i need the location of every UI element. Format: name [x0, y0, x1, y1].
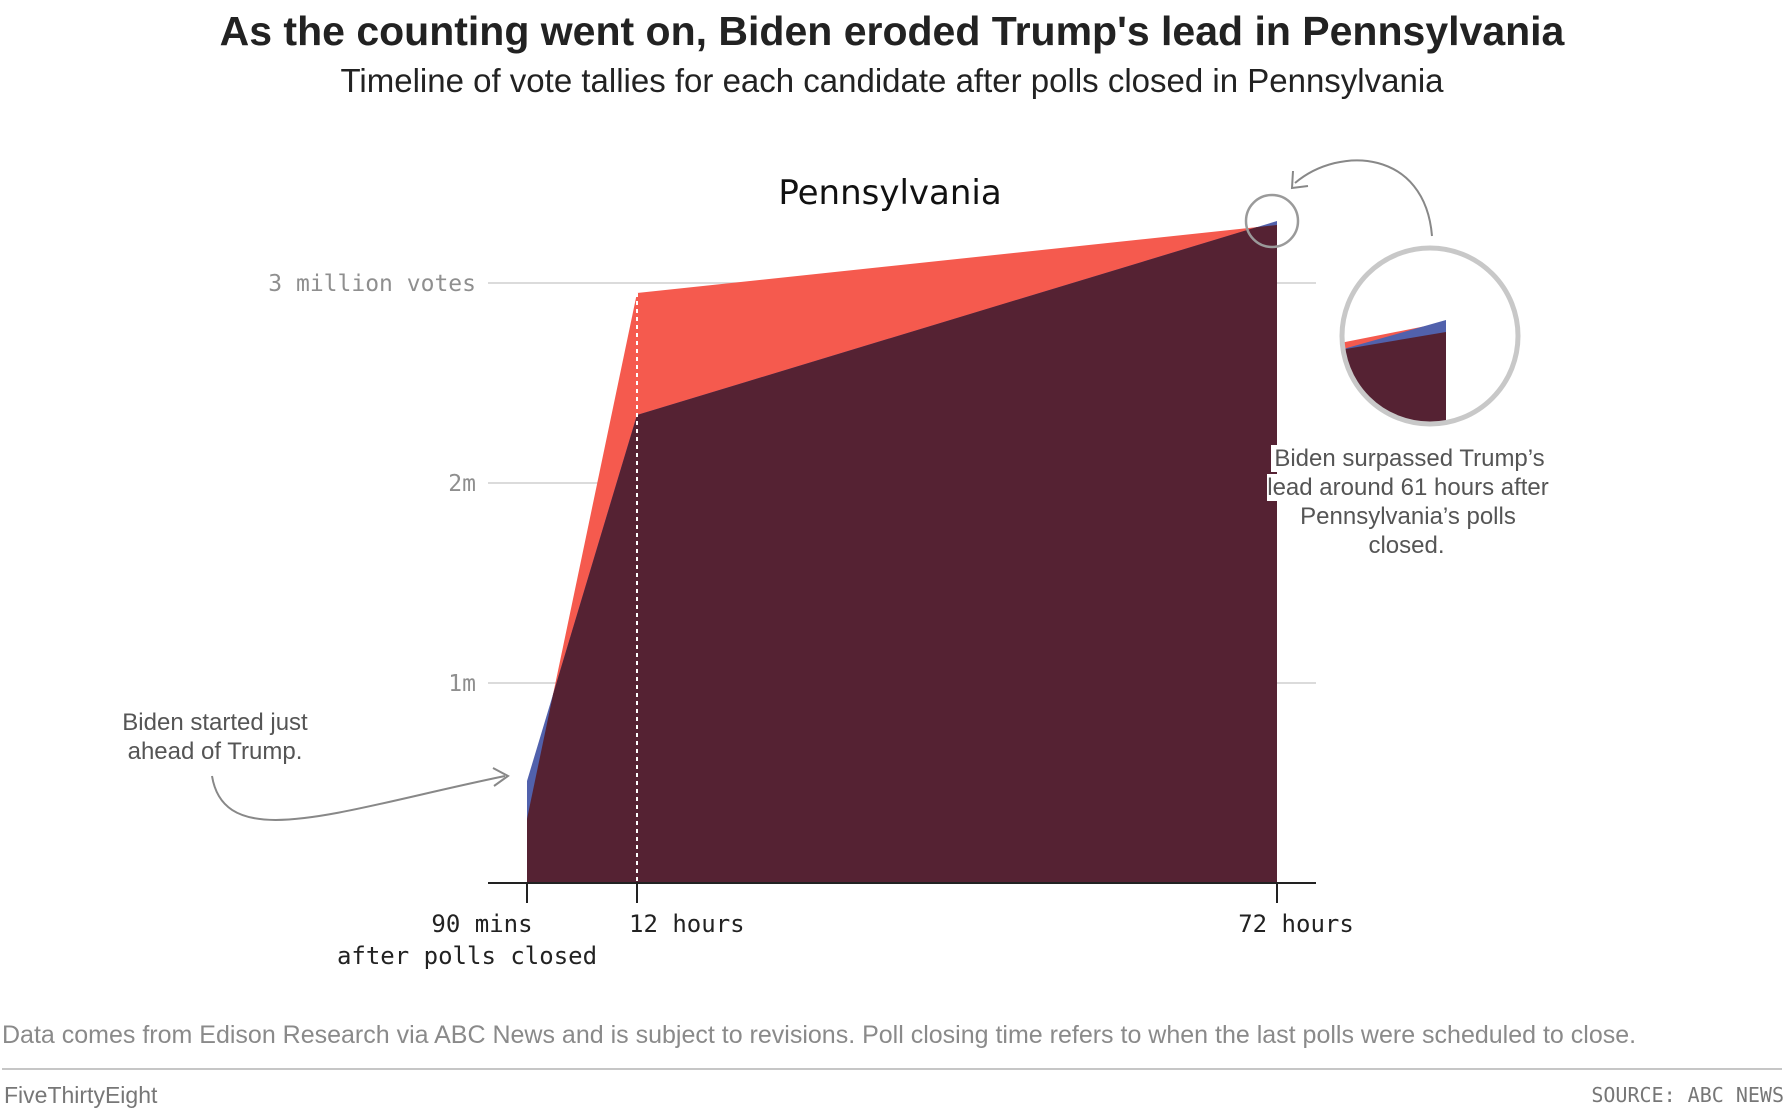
y-axis-labels: 1m 2m 3 million votes [268, 271, 476, 697]
x-axis-ticks: 90 mins 12 hours 72 hours after polls close… [337, 883, 1354, 970]
annotation-surpass-text: Biden surpassed Trump’s lead around 61 h… [1267, 445, 1549, 559]
y-tick-label: 3 million votes [268, 271, 476, 297]
overlap-area [527, 225, 1277, 883]
inset-circle-border [1339, 245, 1521, 427]
highlight-circle [1244, 193, 1300, 249]
brand-label: FiveThirtyEight [4, 1082, 158, 1108]
y-tick-label: 1m [448, 671, 476, 697]
chart-subtitle: Timeline of vote tallies for each candid… [340, 62, 1444, 99]
chart-panel-title: Pennsylvania [778, 173, 1001, 213]
chart-title: As the counting went on, Biden eroded Tr… [219, 8, 1565, 54]
start-arrow [211, 775, 506, 821]
footer-divider [2, 1068, 1782, 1070]
inset-magnifier [1342, 248, 1518, 424]
chart-svg: Pennsylvania 1m 2m 3 million votes 90 mins… [211, 159, 1521, 970]
source-label: SOURCE: ABC NEWS [1591, 1083, 1784, 1107]
inset-overlap-area [1342, 332, 1446, 424]
inset-arrow [1294, 159, 1433, 237]
footer-note: Data comes from Edison Research via ABC … [2, 1021, 1637, 1049]
x-tick-label: 12 hours [629, 910, 745, 938]
annotation-biden-start: Biden started just ahead of Trump. [122, 709, 308, 765]
inset-arrow-head [1290, 170, 1309, 190]
annotation-biden-surpass: Biden surpassed Trump’s lead around 61 h… [1258, 444, 1558, 560]
x-tick-sublabel: after polls closed [337, 942, 597, 970]
x-tick-label: 72 hours [1238, 910, 1354, 938]
start-arrow-head [492, 767, 510, 787]
y-tick-label: 2m [448, 471, 476, 497]
x-tick-label: 90 mins [431, 910, 532, 938]
